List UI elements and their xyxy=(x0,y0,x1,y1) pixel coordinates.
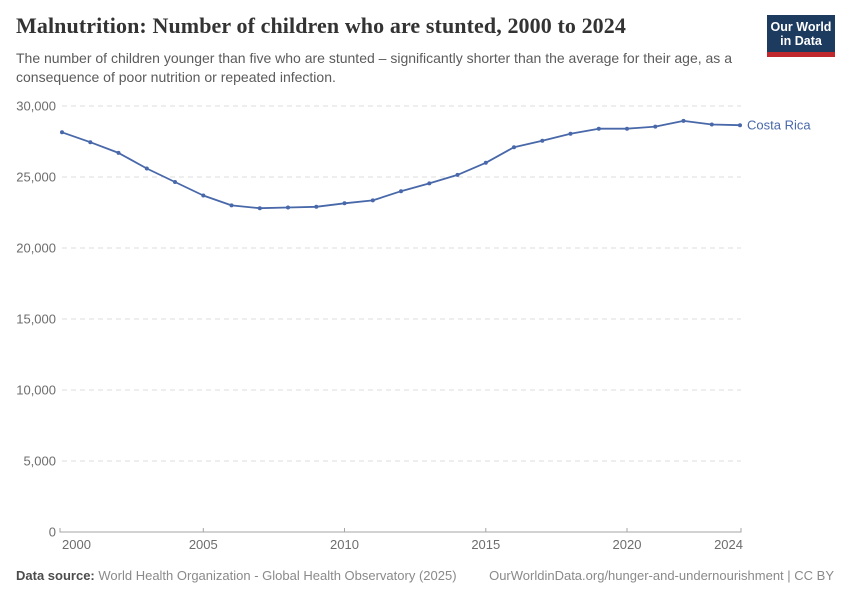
x-axis-tick-label: 2024 xyxy=(714,537,743,552)
data-point-2007[interactable] xyxy=(257,206,262,211)
x-axis-line xyxy=(59,528,742,533)
y-axis-tick-label: 10,000 xyxy=(16,383,56,398)
data-point-2005[interactable] xyxy=(201,193,206,198)
data-point-2019[interactable] xyxy=(596,126,601,131)
data-point-2023[interactable] xyxy=(709,122,714,127)
chart-subtitle-line1: The number of children younger than five… xyxy=(16,50,702,66)
data-point-2006[interactable] xyxy=(229,203,234,208)
y-axis-tick-label: 15,000 xyxy=(16,312,56,327)
data-point-2001[interactable] xyxy=(88,140,93,145)
data-point-2012[interactable] xyxy=(399,189,403,194)
owid-logo[interactable]: Our World in Data xyxy=(767,15,835,57)
data-point-2002[interactable] xyxy=(116,150,121,155)
chart-subtitle: The number of children younger than five… xyxy=(16,49,776,87)
x-axis-tick-label: 2005 xyxy=(189,537,218,552)
data-point-2004[interactable] xyxy=(173,180,177,184)
y-axis-tick-label: 5,000 xyxy=(23,454,56,469)
x-axis-tick-label: 2015 xyxy=(471,537,500,552)
data-point-2011[interactable] xyxy=(370,198,375,203)
data-point-2021[interactable] xyxy=(653,124,658,129)
line-series[interactable] xyxy=(61,120,741,210)
x-axis-tick-label: 2020 xyxy=(613,537,642,552)
x-axis-tick-label: 2000 xyxy=(62,537,91,552)
owid-logo-line2: in Data xyxy=(780,34,822,48)
data-point-2016[interactable] xyxy=(512,145,516,150)
data-source-text: World Health Organization - Global Healt… xyxy=(98,568,457,583)
chart-subtitle-line2: as a consequence of poor nutrition or re… xyxy=(16,50,732,85)
data-point-2014[interactable] xyxy=(455,172,460,177)
footer-url-license[interactable]: OurWorldinData.org/hunger-and-undernouri… xyxy=(489,568,834,583)
y-axis-tick-label: 25,000 xyxy=(16,170,56,185)
data-point-2017[interactable] xyxy=(540,138,545,143)
data-point-2000[interactable] xyxy=(60,130,64,135)
y-axis-tick-label: 30,000 xyxy=(16,99,56,114)
data-source: Data source: World Health Organization -… xyxy=(16,568,457,583)
data-point-2020[interactable] xyxy=(625,126,629,131)
y-axis-tick-label: 20,000 xyxy=(16,241,56,256)
data-point-2003[interactable] xyxy=(144,166,149,171)
data-point-2008[interactable] xyxy=(286,205,290,210)
y-axis-tick-label: 0 xyxy=(49,525,56,540)
data-point-2009[interactable] xyxy=(314,204,319,209)
owid-logo-line1: Our World xyxy=(770,20,832,34)
chart-title: Malnutrition: Number of children who are… xyxy=(16,13,626,38)
data-point-2024[interactable] xyxy=(738,123,742,128)
data-point-2013[interactable] xyxy=(427,181,432,186)
chart-footer: Data source: World Health Organization -… xyxy=(16,568,834,583)
data-source-label: Data source: xyxy=(16,568,95,583)
data-point-2015[interactable] xyxy=(483,160,488,165)
data-point-2018[interactable] xyxy=(568,131,573,136)
x-axis-tick-label: 2010 xyxy=(330,537,359,552)
data-point-2010[interactable] xyxy=(342,201,347,206)
data-point-2022[interactable] xyxy=(681,118,686,123)
series-label[interactable]: Costa Rica xyxy=(747,118,811,133)
